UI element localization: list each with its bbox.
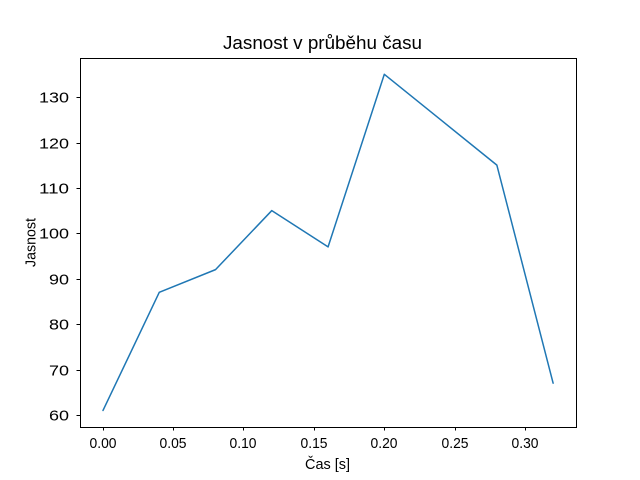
svg-text:0.00: 0.00 xyxy=(90,435,117,452)
svg-text:110: 110 xyxy=(39,181,69,198)
svg-text:130: 130 xyxy=(39,90,69,107)
svg-text:Jasnost v průběhu času: Jasnost v průběhu času xyxy=(223,33,422,54)
svg-text:0.20: 0.20 xyxy=(371,435,398,452)
svg-text:70: 70 xyxy=(49,363,69,380)
svg-text:80: 80 xyxy=(49,317,69,334)
svg-text:0.30: 0.30 xyxy=(512,435,539,452)
svg-text:120: 120 xyxy=(39,136,69,153)
svg-text:Čas [s]: Čas [s] xyxy=(305,456,350,473)
svg-text:100: 100 xyxy=(39,226,69,243)
svg-text:0.15: 0.15 xyxy=(301,435,328,452)
svg-text:0.25: 0.25 xyxy=(442,435,469,452)
svg-text:0.05: 0.05 xyxy=(160,435,187,452)
svg-text:90: 90 xyxy=(49,272,69,289)
svg-text:0.10: 0.10 xyxy=(230,435,257,452)
svg-text:Jasnost: Jasnost xyxy=(24,218,40,267)
svg-text:60: 60 xyxy=(49,408,69,425)
